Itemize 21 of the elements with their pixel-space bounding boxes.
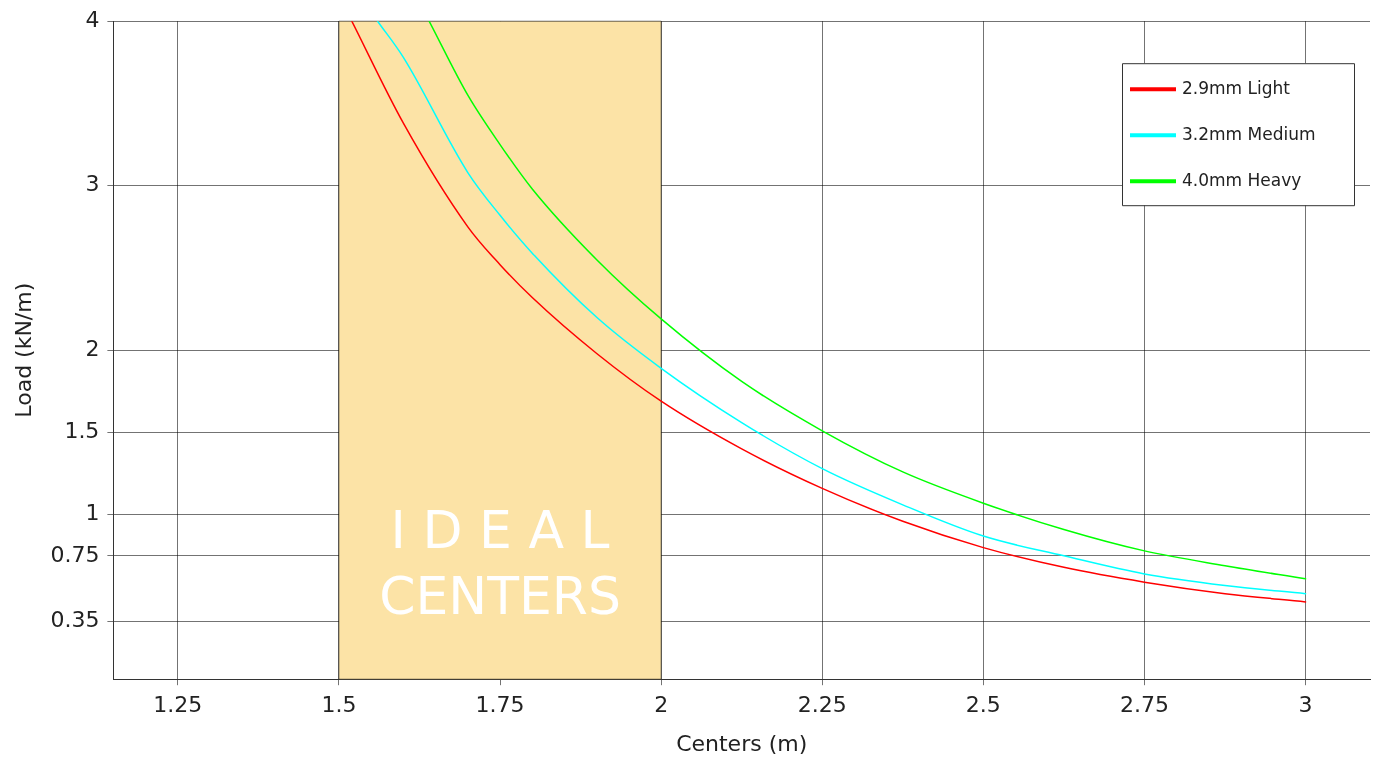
y-tick-label: 1.5 (64, 418, 100, 444)
y-tick-label: 1 (85, 500, 100, 526)
x-tick-label: 3 (1298, 692, 1313, 718)
x-tick-label: 1.25 (153, 692, 203, 718)
y-tick-label: 3 (85, 171, 100, 197)
legend-label: 2.9mm Light (1182, 77, 1291, 98)
band-label: I D E A L CENTERS (379, 500, 621, 627)
x-axis-title: Centers (m) (676, 730, 808, 756)
legend-label: 4.0mm Heavy (1182, 169, 1302, 190)
x-tick-label: 1.5 (321, 692, 357, 718)
x-tick-label: 2.5 (965, 692, 1001, 718)
y-tick-label: 0.75 (50, 541, 100, 567)
x-tick-label: 1.75 (475, 692, 525, 718)
y-tick-label: 4 (85, 6, 100, 32)
y-axis-title: Load (kN/m) (10, 282, 36, 418)
x-tick-label: 2.75 (1119, 692, 1169, 718)
y-tick-label: 2 (85, 335, 100, 361)
x-tick-label: 2.25 (797, 692, 847, 718)
x-tick-label: 2 (654, 692, 669, 718)
y-tick-label: 0.35 (50, 607, 100, 633)
legend-label: 3.2mm Medium (1182, 123, 1316, 144)
